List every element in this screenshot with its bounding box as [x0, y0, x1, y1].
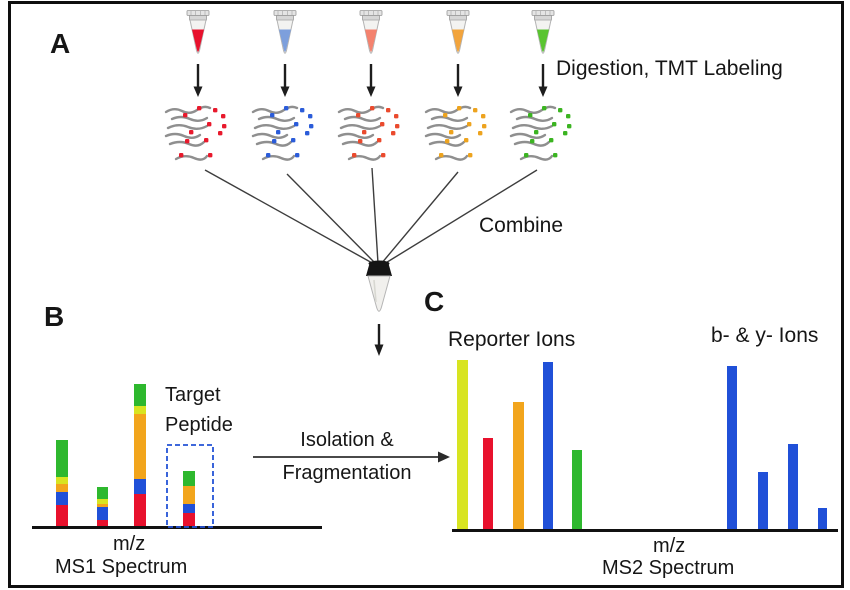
combined-tube	[366, 260, 392, 312]
ms1-axis-label: m/z	[113, 533, 146, 555]
ms1-peak	[183, 471, 195, 526]
combine-label: Combine	[479, 214, 564, 237]
ms-analysis-arrow	[374, 324, 384, 356]
sample-3-peptides	[337, 104, 401, 161]
sample-1-liquid	[192, 29, 204, 52]
ms2-peak	[818, 508, 827, 529]
fragmentation-label: Fragmentation	[282, 462, 412, 484]
sample-2-peptides	[251, 104, 315, 161]
ms2-peak	[727, 366, 737, 529]
digestion-arrows	[193, 64, 548, 97]
sample-2-liquid	[279, 29, 291, 52]
sample-2-tube	[273, 10, 297, 54]
sample-2-arrow	[280, 64, 290, 97]
sample-5-tube	[531, 10, 555, 54]
digestion-tmt-label: Digestion, TMT Labeling	[556, 57, 783, 80]
ms2-peak	[543, 362, 553, 529]
sample-4-liquid	[452, 29, 464, 52]
ms1-title: MS1 Spectrum	[55, 556, 188, 578]
ms1-peak	[134, 384, 146, 526]
sample-3-liquid	[365, 29, 377, 52]
sample-5-peptides	[509, 104, 573, 161]
sample-5-liquid	[537, 29, 549, 52]
sample-4-arrow	[453, 64, 463, 97]
sample-1-arrow	[193, 64, 203, 97]
sample-4-peptides	[424, 104, 488, 161]
ms2-axis-label: m/z	[653, 535, 686, 557]
ms2-peak	[513, 402, 524, 529]
figure-border	[8, 1, 844, 588]
target-peptide-line1: Target	[165, 384, 221, 406]
ms1-peak	[97, 487, 108, 526]
panel-c-label: C	[424, 286, 445, 317]
sample-1-peptides	[164, 104, 228, 161]
sample-1-tube	[186, 10, 210, 54]
reporter-ions-label: Reporter Ions	[448, 328, 576, 351]
sample-4-tube	[446, 10, 470, 54]
sample-3-tube	[359, 10, 383, 54]
sample-tubes	[186, 10, 555, 54]
isolation-label: Isolation &	[300, 429, 394, 451]
ms2-title: MS2 Spectrum	[602, 557, 735, 579]
ms2-peak	[457, 360, 468, 529]
ms1-spectrum	[32, 384, 322, 529]
target-peptide-line2: Peptide	[165, 414, 233, 436]
peptide-clusters	[164, 104, 573, 161]
panel-a-label: A	[50, 28, 71, 59]
ms2-peak	[788, 444, 798, 529]
combine-lines	[204, 167, 538, 265]
sample-5-arrow	[538, 64, 548, 97]
ms2-peak	[572, 450, 582, 529]
ms1-peak	[56, 440, 68, 526]
ms2-spectrum	[452, 360, 838, 532]
isolation-arrow	[253, 451, 450, 463]
ms2-peak	[483, 438, 493, 529]
ms2-peak	[758, 472, 768, 529]
panel-b-label: B	[44, 301, 65, 332]
target-peptide-label: Target Peptide	[165, 380, 233, 440]
sample-3-arrow	[366, 64, 376, 97]
b-y-ions-label: b- & y- Ions	[711, 324, 819, 347]
